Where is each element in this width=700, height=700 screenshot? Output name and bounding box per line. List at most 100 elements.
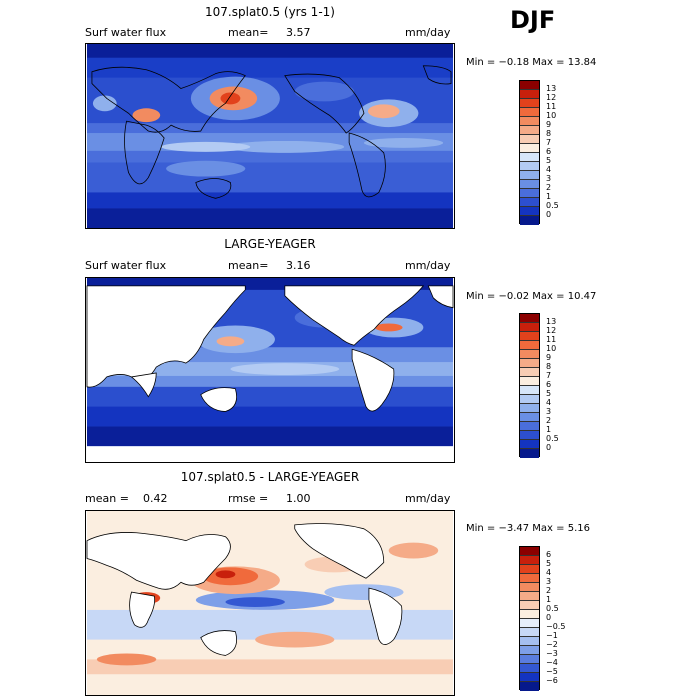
colorbar-level-label: 12 — [546, 326, 557, 335]
colorbar-swatch — [520, 144, 539, 153]
panel2-mean-label: mean= — [228, 259, 269, 272]
panel3-rmse-value: 1.00 — [286, 492, 311, 505]
colorbar-level-label: 4 — [546, 398, 552, 407]
colorbar-swatch — [520, 583, 539, 592]
colorbar-swatch — [520, 404, 539, 413]
colorbar-swatch — [520, 655, 539, 664]
colorbar-level-label: 13 — [546, 317, 557, 326]
panel3-mean-value: 0.42 — [143, 492, 168, 505]
panel1-variable-label: Surf water flux — [85, 26, 167, 39]
panel1-mean-value: 3.57 — [286, 26, 311, 39]
colorbar-swatch — [520, 673, 539, 682]
colorbar-level-label: −2 — [546, 640, 558, 649]
panel2-mean-value: 3.16 — [286, 259, 311, 272]
colorbar-level-label: 13 — [546, 84, 557, 93]
panel2-title: LARGE-YEAGER — [224, 237, 316, 251]
colorbar-level-label: 12 — [546, 93, 557, 102]
colorbar-level-label: −1 — [546, 631, 558, 640]
colorbar-level-label: 0.5 — [546, 604, 559, 613]
colorbar-swatch — [520, 565, 539, 574]
colorbar-swatch — [520, 171, 539, 180]
colorbar-swatch — [520, 440, 539, 449]
panel1-colorbar — [519, 80, 540, 225]
colorbar-swatch — [520, 323, 539, 332]
colorbar-swatch — [520, 637, 539, 646]
colorbar-level-label: 4 — [546, 568, 552, 577]
colorbar-level-label: 2 — [546, 586, 552, 595]
colorbar-swatch — [520, 153, 539, 162]
colorbar-level-label: −3 — [546, 649, 558, 658]
panel3-min-max: Min = −3.47 Max = 5.16 — [466, 523, 590, 534]
panel1-map — [85, 43, 455, 229]
colorbar-swatch — [520, 180, 539, 189]
colorbar-swatch — [520, 619, 539, 628]
colorbar-swatch — [520, 126, 539, 135]
panel1-min-max: Min = −0.18 Max = 13.84 — [466, 57, 597, 68]
colorbar-level-label: 5 — [546, 156, 552, 165]
colorbar-swatch — [520, 117, 539, 126]
colorbar-level-label: 0 — [546, 443, 552, 452]
panel2-colorbar — [519, 313, 540, 458]
colorbar-swatch — [520, 314, 539, 323]
colorbar-swatch — [520, 216, 539, 225]
colorbar-level-label: 3 — [546, 577, 552, 586]
colorbar-swatch — [520, 377, 539, 386]
panel3-mean-label: mean = — [85, 492, 129, 505]
colorbar-swatch — [520, 108, 539, 117]
colorbar-level-label: 7 — [546, 138, 552, 147]
colorbar-swatch — [520, 99, 539, 108]
colorbar-level-label: −6 — [546, 676, 558, 685]
colorbar-level-label: 11 — [546, 102, 557, 111]
colorbar-level-label: −0.5 — [546, 622, 566, 631]
colorbar-swatch — [520, 592, 539, 601]
colorbar-level-label: 8 — [546, 129, 552, 138]
colorbar-level-label: 9 — [546, 353, 552, 362]
colorbar-swatch — [520, 646, 539, 655]
colorbar-level-label: 8 — [546, 362, 552, 371]
panel3-title: 107.splat0.5 - LARGE-YEAGER — [180, 470, 360, 484]
colorbar-swatch — [520, 332, 539, 341]
colorbar-swatch — [520, 368, 539, 377]
colorbar-level-label: 1 — [546, 192, 552, 201]
colorbar-swatch — [520, 81, 539, 90]
colorbar-level-label: 4 — [546, 165, 552, 174]
colorbar-swatch — [520, 395, 539, 404]
colorbar-swatch — [520, 413, 539, 422]
colorbar-swatch — [520, 574, 539, 583]
colorbar-level-label: 9 — [546, 120, 552, 129]
colorbar-level-label: 6 — [546, 380, 552, 389]
colorbar-swatch — [520, 601, 539, 610]
colorbar-level-label: 10 — [546, 111, 557, 120]
colorbar-level-label: 1 — [546, 595, 552, 604]
colorbar-level-label: 10 — [546, 344, 557, 353]
colorbar-swatch — [520, 359, 539, 368]
colorbar-swatch — [520, 135, 539, 144]
colorbar-swatch — [520, 350, 539, 359]
colorbar-swatch — [520, 90, 539, 99]
colorbar-level-label: 0 — [546, 613, 552, 622]
colorbar-level-label: −5 — [546, 667, 558, 676]
panel3-colorbar — [519, 546, 540, 691]
colorbar-swatch — [520, 198, 539, 207]
colorbar-swatch — [520, 664, 539, 673]
colorbar-swatch — [520, 610, 539, 619]
panel2-min-max: Min = −0.02 Max = 10.47 — [466, 291, 597, 302]
colorbar-swatch — [520, 189, 539, 198]
colorbar-level-label: 5 — [546, 389, 552, 398]
colorbar-level-label: 6 — [546, 147, 552, 156]
colorbar-swatch — [520, 386, 539, 395]
panel1-mean-label: mean= — [228, 26, 269, 39]
colorbar-level-label: 0.5 — [546, 434, 559, 443]
panel3-units: mm/day — [405, 492, 451, 505]
colorbar-level-label: 11 — [546, 335, 557, 344]
season-label: DJF — [510, 6, 556, 34]
colorbar-level-label: 1 — [546, 425, 552, 434]
panel2-map — [85, 277, 455, 463]
colorbar-level-label: 5 — [546, 559, 552, 568]
colorbar-swatch — [520, 207, 539, 216]
colorbar-swatch — [520, 547, 539, 556]
colorbar-swatch — [520, 341, 539, 350]
colorbar-level-label: 6 — [546, 550, 552, 559]
panel1-title: 107.splat0.5 (yrs 1-1) — [205, 5, 335, 19]
colorbar-level-label: 2 — [546, 416, 552, 425]
